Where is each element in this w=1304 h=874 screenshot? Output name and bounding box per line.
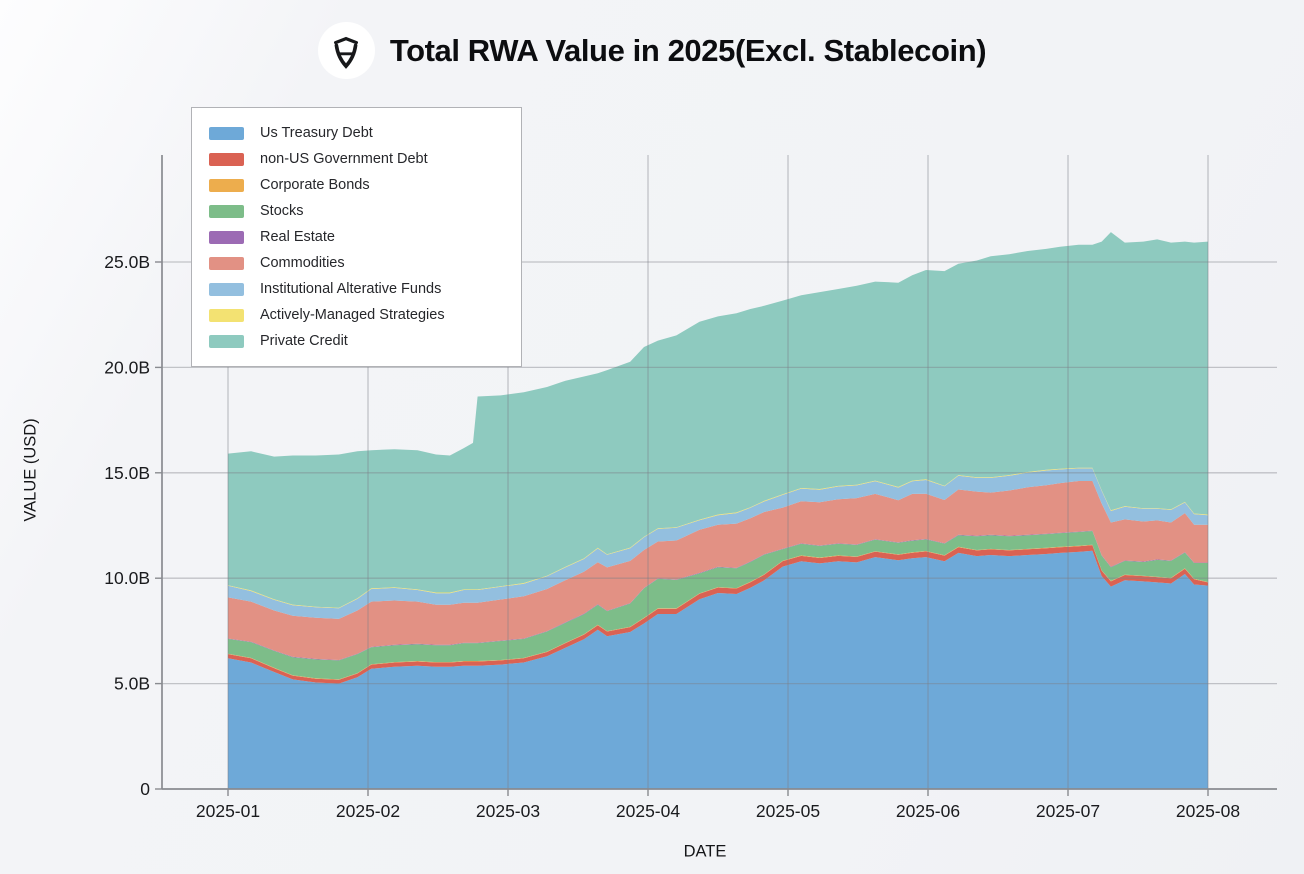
x-tick-label: 2025-08 — [1176, 801, 1240, 821]
legend-label: Real Estate — [260, 229, 335, 245]
legend-item[interactable]: Stocks — [192, 198, 521, 224]
legend-label: Stocks — [260, 203, 304, 219]
y-tick-label: 15.0B — [104, 463, 150, 483]
legend-label: non-US Government Debt — [260, 151, 428, 167]
y-tick-label: 20.0B — [104, 357, 150, 377]
legend-item[interactable]: Private Credit — [192, 328, 521, 354]
legend-item[interactable]: Commodities — [192, 250, 521, 276]
legend-item[interactable]: Actively-Managed Strategies — [192, 302, 521, 328]
area-commodities[interactable] — [228, 481, 1208, 660]
area-private-credit[interactable] — [228, 232, 1208, 608]
legend-item[interactable]: Corporate Bonds — [192, 172, 521, 198]
legend-swatch — [209, 126, 244, 140]
legend-swatch — [209, 152, 244, 166]
legend-swatch — [209, 204, 244, 218]
legend-swatch — [209, 256, 244, 270]
legend-item[interactable]: Us Treasury Debt — [192, 120, 521, 146]
y-tick-label: 25.0B — [104, 252, 150, 272]
y-tick-label: 5.0B — [114, 674, 150, 694]
y-tick-label: 0 — [140, 779, 150, 799]
legend-item[interactable]: Institutional Alterative Funds — [192, 276, 521, 302]
shield-icon — [317, 22, 375, 79]
legend-label: Us Treasury Debt — [260, 125, 373, 141]
x-tick-label: 2025-02 — [336, 801, 400, 821]
legend-swatch — [209, 308, 244, 322]
legend-label: Corporate Bonds — [260, 177, 370, 193]
x-tick-label: 2025-07 — [1036, 801, 1100, 821]
area-stocks[interactable] — [228, 531, 1208, 680]
chart-legend: Us Treasury Debt non-US Government Debt Co… — [191, 107, 522, 367]
legend-swatch — [209, 334, 244, 348]
legend-swatch — [209, 282, 244, 296]
x-axis-title: DATE — [683, 842, 727, 861]
x-tick-label: 2025-03 — [476, 801, 540, 821]
legend-label: Institutional Alterative Funds — [260, 281, 442, 297]
chart-header: Total RWA Value in 2025(Excl. Stablecoin… — [0, 22, 1304, 79]
legend-item[interactable]: Real Estate — [192, 224, 521, 250]
legend-label: Actively-Managed Strategies — [260, 307, 445, 323]
y-tick-label: 10.0B — [104, 568, 150, 588]
x-tick-label: 2025-05 — [756, 801, 820, 821]
y-axis-title: VALUE (USD) — [21, 418, 40, 522]
x-tick-label: 2025-01 — [196, 801, 260, 821]
legend-swatch — [209, 178, 244, 192]
legend-label: Private Credit — [260, 333, 348, 349]
area-us-treasury-debt[interactable] — [228, 550, 1208, 789]
x-tick-label: 2025-04 — [616, 801, 680, 821]
page-title: Total RWA Value in 2025(Excl. Stablecoin… — [389, 32, 987, 68]
legend-swatch — [209, 230, 244, 244]
legend-label: Commodities — [260, 255, 345, 271]
x-tick-label: 2025-06 — [896, 801, 960, 821]
legend-item[interactable]: non-US Government Debt — [192, 146, 521, 172]
